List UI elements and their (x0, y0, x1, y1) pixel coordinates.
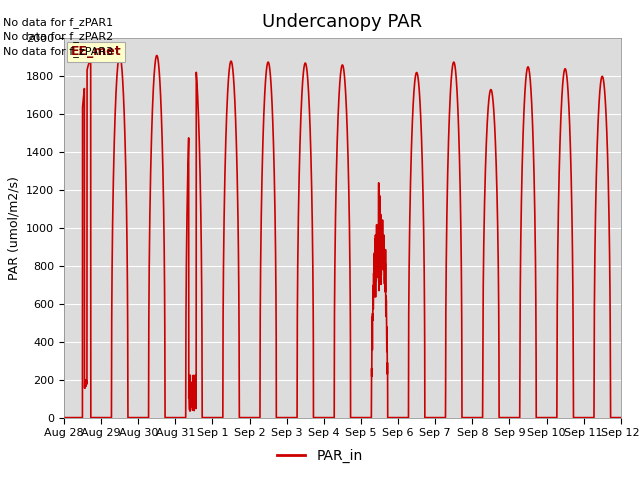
Text: No data for f_zPAR3: No data for f_zPAR3 (3, 46, 113, 57)
Y-axis label: PAR (umol/m2/s): PAR (umol/m2/s) (8, 176, 20, 280)
Text: No data for f_zPAR2: No data for f_zPAR2 (3, 31, 113, 42)
Title: Undercanopy PAR: Undercanopy PAR (262, 13, 422, 31)
Legend: PAR_in: PAR_in (272, 443, 368, 468)
Text: EE_met: EE_met (71, 45, 122, 59)
Text: No data for f_zPAR1: No data for f_zPAR1 (3, 17, 113, 28)
